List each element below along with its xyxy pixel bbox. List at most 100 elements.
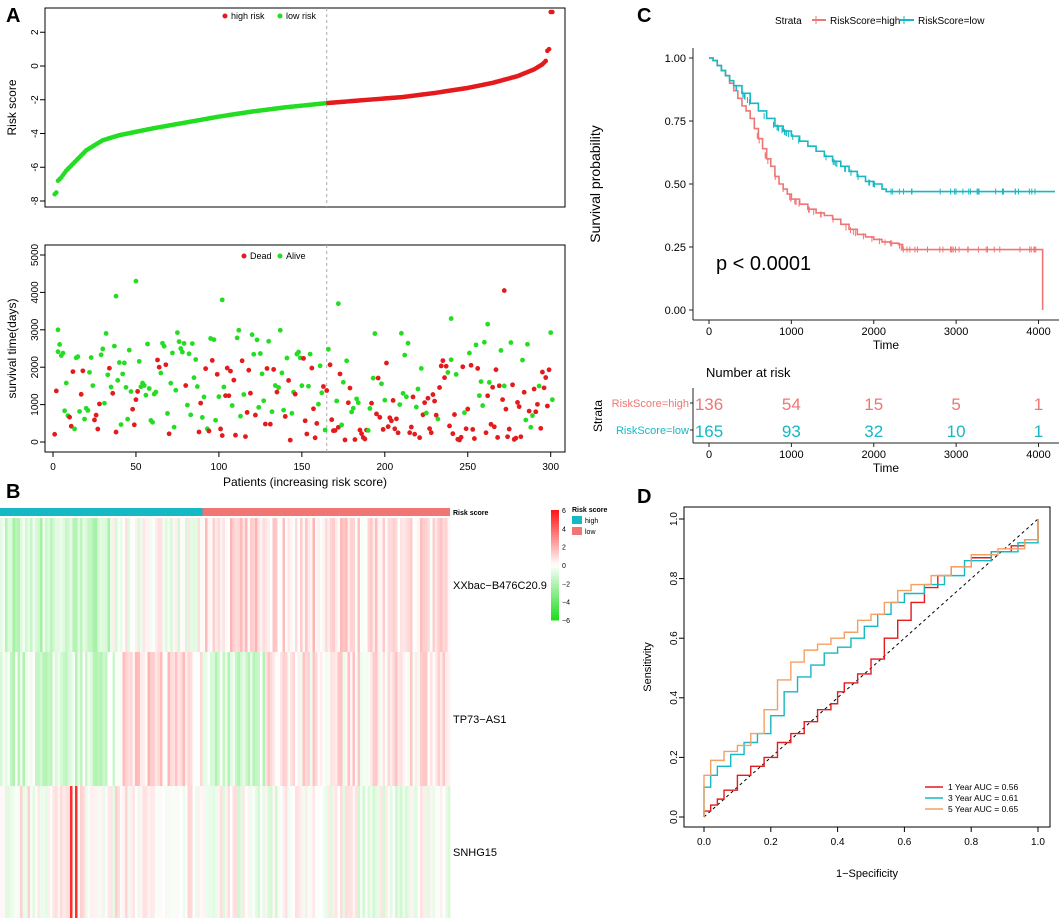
survival-time-point <box>277 327 283 333</box>
heatmap-cell <box>67 786 71 918</box>
heatmap-cell <box>187 786 191 918</box>
heatmap-cell <box>167 518 171 652</box>
color-scale-cell <box>551 578 559 582</box>
km-xtick-label: 1000 <box>779 326 803 338</box>
survival-time-point <box>501 288 507 293</box>
survival-time-point <box>374 411 379 417</box>
survival-time-point <box>239 358 245 364</box>
heatmap-cell <box>362 652 366 786</box>
heatmap-cell <box>147 518 151 652</box>
heatmap-cell <box>245 652 248 786</box>
heatmap-cell <box>277 518 281 652</box>
legend-high-risk-marker <box>222 13 228 19</box>
heatmap-cell <box>317 652 321 786</box>
survival-time-point <box>493 367 499 373</box>
heatmap-cell <box>140 786 143 918</box>
heatmap-cell <box>112 652 116 786</box>
survival-time-point <box>309 365 315 371</box>
heatmap-cell <box>310 786 313 918</box>
survival-time-point <box>392 426 398 432</box>
heatmap-cell <box>42 518 46 652</box>
heatmap-cell <box>50 652 53 786</box>
heatmap-cell <box>37 652 41 786</box>
heatmap-cell <box>432 786 436 918</box>
heatmap-cell <box>430 786 433 918</box>
survival-time-point <box>123 384 129 390</box>
heatmap-cell <box>17 652 21 786</box>
heatmap-cell <box>390 518 393 652</box>
legend-dead-marker <box>241 253 247 259</box>
risk-table-count: 165 <box>695 422 723 441</box>
heatmap-cell <box>350 652 353 786</box>
color-scale-cell <box>551 526 559 530</box>
survival-time-point <box>304 431 310 437</box>
heatmap-cell <box>417 518 421 652</box>
heatmap-cell <box>97 786 101 918</box>
survival-time-point <box>196 429 202 435</box>
risk-legend-low-label: low <box>585 529 596 536</box>
heatmap-cell <box>222 518 226 652</box>
heatmap-cell <box>185 786 188 918</box>
heatmap-cell <box>392 786 396 918</box>
color-scale-cell <box>551 529 559 533</box>
survival-time-ylabel: survival time(days) <box>5 298 19 398</box>
heatmap-cell <box>347 652 351 786</box>
color-scale-cell <box>551 576 559 580</box>
survival-time-point <box>287 437 293 443</box>
heatmap-cell <box>442 518 446 652</box>
risk-table-row-label-2: RiskScore=low <box>616 425 689 437</box>
heatmap-cell <box>45 786 48 918</box>
heatmap-cell <box>85 518 88 652</box>
heatmap-cell <box>280 786 283 918</box>
heatmap-cell <box>340 518 343 652</box>
heatmap-cell <box>12 518 16 652</box>
survival-time-point <box>506 426 512 432</box>
heatmap-cell <box>402 518 406 652</box>
heatmap-cell <box>257 518 261 652</box>
heatmap-cell <box>25 652 28 786</box>
survival-time-point <box>488 421 494 427</box>
color-scale-tick-label: 6 <box>562 508 566 515</box>
survival-time-point <box>329 417 335 423</box>
risk-table-xtick-label: 0 <box>706 449 712 461</box>
color-scale-cell <box>551 589 559 593</box>
survival-time-point <box>505 434 510 440</box>
risk-legend-high-swatch <box>572 516 582 524</box>
survival-time-point <box>52 431 58 437</box>
survival-time-point <box>191 375 197 381</box>
roc-legend-label-2: 3 Year AUC = 0.61 <box>948 793 1018 803</box>
heatmap-cell <box>365 518 368 652</box>
heatmap-cell <box>162 786 166 918</box>
heatmap-cell <box>200 518 203 652</box>
km-xtick-label: 2000 <box>862 326 886 338</box>
heatmap-cell <box>175 786 178 918</box>
heatmap-cell <box>385 518 388 652</box>
heatmap-cell <box>440 518 443 652</box>
survival-time-ytick-label: 1000 <box>30 393 41 416</box>
heatmap-cell <box>87 518 91 652</box>
color-scale-cell <box>551 567 559 571</box>
survival-time-point <box>403 394 409 400</box>
survival-time-point <box>92 417 97 423</box>
heatmap-cell <box>230 786 233 918</box>
heatmap-cell <box>327 652 331 786</box>
heatmap-cell <box>230 518 233 652</box>
heatmap-cell <box>417 652 421 786</box>
survival-time-point <box>528 424 534 430</box>
heatmap-cell <box>215 518 218 652</box>
risk-table-ylabel: Strata <box>591 400 605 432</box>
heatmap-cell <box>112 518 116 652</box>
heatmap-cell <box>267 518 271 652</box>
heatmap-cell <box>325 786 328 918</box>
heatmap-cell <box>57 652 61 786</box>
survival-time-point <box>281 407 287 413</box>
color-scale-cell <box>551 521 559 525</box>
survival-time-point <box>395 430 401 436</box>
heatmap-cell <box>95 518 98 652</box>
heatmap-cell <box>290 786 293 918</box>
heatmap-cell <box>175 652 178 786</box>
heatmap-cell <box>282 786 286 918</box>
heatmap-cell <box>125 652 128 786</box>
heatmap-cell <box>447 518 451 652</box>
